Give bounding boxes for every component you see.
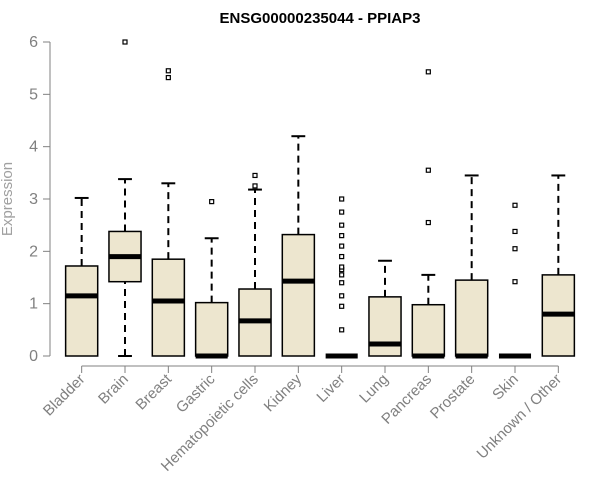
outlier-point (339, 233, 345, 239)
outlier-point (339, 327, 345, 333)
box-group-kidney (281, 135, 316, 357)
y-tick-label: 3 (29, 191, 38, 208)
x-tick-label: Brain (95, 371, 132, 408)
x-tick-label: Kidney (261, 370, 306, 415)
x-tick-label: Skin (489, 371, 522, 404)
y-tick-label: 0 (29, 348, 38, 365)
x-tick-label: Bladder (40, 371, 89, 420)
outlier-point (339, 272, 345, 278)
outlier-point (512, 279, 518, 285)
outlier-point (339, 303, 345, 309)
outlier-point (339, 209, 345, 215)
outlier-point (425, 69, 431, 75)
box-group-liver (325, 196, 358, 359)
outlier-point (512, 202, 518, 208)
y-tick-label: 5 (29, 86, 38, 103)
outlier-point (339, 243, 345, 249)
outlier-point (252, 183, 258, 189)
y-tick-label: 4 (29, 139, 38, 156)
box-group-hematopoietic-cells (238, 172, 272, 357)
box (194, 301, 229, 357)
chart-title: ENSG00000235044 - PPIAP3 (220, 10, 421, 27)
outlier-point (209, 199, 215, 205)
plot-area (64, 39, 576, 359)
y-tick-label: 6 (29, 34, 38, 51)
y-tick-label: 2 (29, 243, 38, 260)
outlier-point (165, 74, 171, 81)
outlier-point (252, 172, 258, 179)
y-axis-label: Expression (0, 162, 16, 236)
box-group-breast (151, 68, 186, 357)
outlier-point (339, 196, 345, 202)
outlier-point (512, 228, 518, 235)
x-tick-label: Breast (132, 370, 175, 413)
box-group-unknown-other (541, 174, 576, 357)
outlier-point (339, 264, 345, 270)
box (411, 303, 446, 357)
outlier-point (425, 219, 431, 226)
box-group-pancreas (411, 69, 446, 359)
box-group-brain (108, 39, 142, 357)
y-tick-label: 1 (29, 296, 38, 313)
outlier-point (512, 246, 518, 252)
outlier-point (165, 68, 171, 74)
box (64, 265, 99, 357)
box (368, 296, 402, 357)
box (281, 233, 316, 357)
box-group-prostate (454, 174, 489, 359)
box-group-lung (368, 259, 402, 357)
box-group-gastric (194, 199, 229, 359)
outlier-point (339, 253, 345, 260)
outlier-point (339, 293, 345, 299)
x-tick-label: Lung (356, 371, 392, 407)
outlier-point (339, 222, 345, 228)
outlier-point (339, 280, 345, 286)
box (454, 279, 489, 357)
box-group-bladder (64, 196, 99, 357)
y-axis: 0 1 2 3 4 5 6 (29, 34, 51, 365)
box (151, 258, 186, 357)
x-tick-label: Prostate (427, 371, 479, 423)
box-group-skin (498, 202, 532, 359)
x-tick-label: Liver (313, 371, 348, 406)
outlier-point (425, 167, 431, 173)
outlier-point (122, 39, 128, 45)
